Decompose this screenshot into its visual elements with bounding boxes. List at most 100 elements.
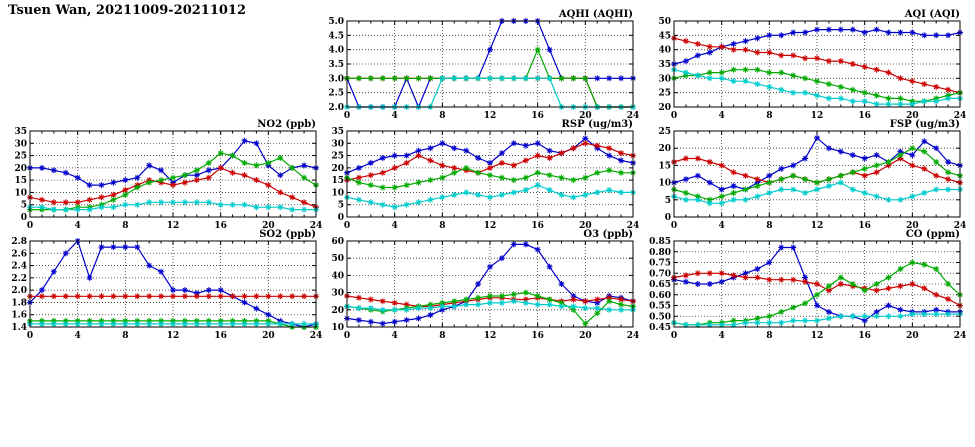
chart-so2: 1.4 1.6 1.8 2.0 2.2 2.4 2.6 2.8 0 4 8 12 16 20 24 SO2 (… (0, 228, 322, 342)
y-tick-label: 1.6 (11, 311, 27, 321)
x-tick-label: 16 (531, 111, 544, 121)
y-tick-label: 40 (658, 46, 671, 56)
x-tick-label: 8 (766, 221, 772, 231)
x-tick-label: 4 (719, 111, 725, 121)
rsp-plot-border (346, 130, 634, 218)
x-tick-label: 12 (484, 111, 497, 121)
page-title: Tsuen Wan, 20211009-20211012 (8, 3, 247, 18)
y-tick-label: 10 (14, 188, 27, 198)
no2-markers-cyan (27, 199, 319, 213)
y-tick-label: 10 (331, 323, 344, 333)
chart-aqhi: 2.0 2.5 3.0 3.5 4.0 4.5 5.0 0 4 8 12 16 20 24 AQHI (AQ… (317, 8, 639, 122)
y-tick-label: 5.0 (328, 17, 344, 27)
x-tick-label: 12 (167, 331, 180, 341)
co-markers-green (671, 259, 963, 328)
x-tick-label: 20 (262, 221, 275, 231)
y-tick-label: 0.75 (649, 259, 671, 269)
fsp-plot-border (673, 130, 961, 218)
x-tick-label: 8 (122, 331, 128, 341)
x-tick-label: 8 (439, 221, 445, 231)
x-tick-label: 0 (344, 221, 350, 231)
x-tick-label: 24 (310, 331, 322, 341)
y-tick-label: 0.45 (649, 323, 671, 333)
x-tick-label: 8 (766, 111, 772, 121)
x-tick-label: 4 (719, 221, 725, 231)
y-tick-label: 5 (338, 201, 344, 211)
y-tick-label: 4.0 (328, 46, 344, 56)
chart-o3: 10 20 30 40 50 60 0 4 8 12 16 20 24 O3 (ppb) (317, 228, 639, 342)
x-tick-label: 8 (766, 331, 772, 341)
y-tick-label: 3.0 (328, 74, 344, 84)
aqhi-chart-title: AQHI (AQHI) (558, 9, 633, 20)
y-tick-label: 3.5 (328, 60, 344, 70)
x-tick-label: 24 (627, 331, 639, 341)
y-tick-label: 0.65 (649, 280, 671, 290)
o3-plot-border (346, 240, 634, 328)
y-tick-label: 15 (14, 176, 27, 186)
y-tick-label: 50 (658, 17, 671, 27)
fsp-chart-title: FSP (ug/m3) (890, 119, 960, 130)
y-tick-label: 45 (658, 31, 671, 41)
x-tick-label: 0 (671, 331, 677, 341)
y-tick-label: 20 (331, 164, 344, 174)
y-tick-label: 0 (665, 213, 671, 223)
x-tick-label: 12 (811, 111, 824, 121)
chart-fsp: 0 5 10 15 20 25 0 4 8 12 16 20 24 FSP (ug/m3) (644, 118, 966, 232)
x-tick-label: 0 (344, 331, 350, 341)
y-tick-label: 20 (14, 164, 27, 174)
x-tick-label: 24 (627, 221, 639, 231)
y-tick-label: 0.55 (649, 302, 671, 312)
o3-chart-title: O3 (ppb) (583, 229, 633, 240)
y-tick-label: 30 (658, 74, 671, 84)
y-tick-label: 20 (658, 103, 671, 113)
x-tick-label: 20 (906, 221, 919, 231)
y-tick-label: 20 (658, 144, 671, 154)
y-tick-label: 35 (14, 127, 27, 137)
y-tick-label: 2.5 (328, 89, 344, 99)
x-tick-label: 8 (439, 111, 445, 121)
y-tick-label: 4.5 (328, 31, 344, 41)
co-plot-border (673, 240, 961, 328)
y-tick-label: 30 (14, 139, 27, 149)
y-tick-label: 1.4 (11, 323, 27, 333)
chart-rsp: 0 5 10 15 20 25 30 35 0 4 8 12 16 20 24 RSP (ug/m3) (317, 118, 639, 232)
x-tick-label: 16 (531, 221, 544, 231)
chart-co: 0.45 0.50 0.55 0.60 0.65 0.70 0.75 0.80 0.85 0 4 8 1… (644, 228, 966, 342)
y-tick-label: 25 (658, 127, 671, 137)
x-tick-label: 12 (811, 331, 824, 341)
aqi-chart-svg: 20 25 30 35 40 45 50 0 4 8 12 16 20 24 AQI (AQI) (658, 9, 966, 121)
aqi-markers-red (671, 35, 963, 96)
chart-no2: 0 5 10 15 20 25 30 35 0 4 8 12 16 20 24 NO2 (ppb) (0, 118, 322, 232)
x-tick-label: 16 (531, 331, 544, 341)
x-tick-label: 8 (439, 331, 445, 341)
y-tick-label: 2.8 (11, 237, 27, 247)
x-tick-label: 24 (954, 221, 966, 231)
y-tick-label: 60 (331, 237, 344, 247)
x-tick-label: 20 (906, 331, 919, 341)
fsp-chart-svg: 0 5 10 15 20 25 0 4 8 12 16 20 24 FSP (ug/m3) (658, 119, 966, 231)
x-tick-label: 0 (27, 221, 33, 231)
no2-plot-border (29, 130, 317, 218)
co-chart-svg: 0.450.500.550.600.650.700.750.800.85 0 4 8 1… (649, 229, 966, 341)
no2-chart-title: NO2 (ppb) (257, 119, 316, 130)
x-tick-label: 24 (954, 331, 966, 341)
x-tick-label: 20 (579, 111, 592, 121)
y-tick-label: 35 (658, 60, 671, 70)
rsp-chart-title: RSP (ug/m3) (562, 119, 633, 130)
x-tick-label: 0 (671, 221, 677, 231)
y-tick-label: 40 (331, 271, 344, 281)
y-tick-label: 25 (658, 89, 671, 99)
x-tick-label: 0 (27, 331, 33, 341)
x-tick-label: 4 (75, 331, 81, 341)
y-tick-label: 1.8 (11, 298, 27, 308)
co-chart-title: CO (ppm) (906, 229, 960, 240)
x-tick-label: 16 (214, 221, 227, 231)
y-tick-label: 5 (21, 201, 27, 211)
y-tick-label: 35 (331, 127, 344, 137)
y-tick-label: 15 (331, 176, 344, 186)
x-tick-label: 20 (262, 331, 275, 341)
y-tick-label: 30 (331, 289, 344, 299)
x-tick-label: 12 (811, 221, 824, 231)
x-tick-label: 20 (579, 331, 592, 341)
